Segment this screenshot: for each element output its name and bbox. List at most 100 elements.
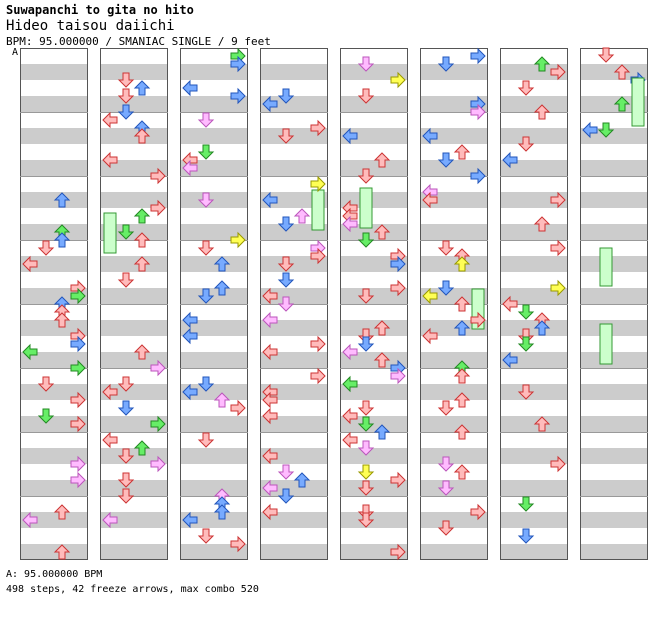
arrow-up-icon — [533, 104, 551, 120]
arrow-down-icon — [197, 376, 215, 392]
song-title: Suwapanchi to gita no hito — [6, 3, 194, 17]
beat-band — [100, 544, 168, 560]
beat-band — [340, 160, 408, 176]
arrow-up-icon — [53, 544, 71, 560]
arrow-right-icon — [310, 247, 326, 265]
beat-band — [20, 544, 88, 560]
freeze-arrow — [631, 77, 645, 127]
arrow-down-icon — [357, 232, 375, 248]
arrow-up-icon — [453, 464, 471, 480]
beat-band — [180, 384, 248, 400]
arrow-right-icon — [390, 367, 406, 385]
chart-panel-6 — [420, 48, 488, 560]
beat-band — [260, 224, 328, 240]
chart-panel-7 — [500, 48, 568, 560]
beat-band — [260, 128, 328, 144]
arrow-left-icon — [102, 431, 118, 449]
arrow-left-icon — [342, 375, 358, 393]
arrow-down-icon — [517, 136, 535, 152]
arrow-up-icon — [213, 256, 231, 272]
beat-band — [500, 256, 568, 272]
arrow-left-icon — [102, 111, 118, 129]
beat-band — [100, 480, 168, 496]
arrow-down-icon — [517, 528, 535, 544]
arrow-down-icon — [517, 80, 535, 96]
arrow-left-icon — [262, 391, 278, 409]
beat-band — [100, 448, 168, 464]
arrow-left-icon — [502, 151, 518, 169]
arrow-up-icon — [373, 224, 391, 240]
arrow-up-icon — [293, 208, 311, 224]
beat-band — [260, 480, 328, 496]
beat-band — [420, 288, 488, 304]
beat-band — [500, 160, 568, 176]
beat-band — [180, 224, 248, 240]
beat-band — [500, 480, 568, 496]
arrow-down-icon — [117, 224, 135, 240]
beat-band — [340, 128, 408, 144]
beat-band — [580, 416, 648, 432]
arrow-left-icon — [502, 351, 518, 369]
arrow-down-icon — [117, 400, 135, 416]
arrow-up-icon — [373, 424, 391, 440]
beat-band — [100, 512, 168, 528]
beat-band — [340, 224, 408, 240]
arrow-right-icon — [70, 415, 86, 433]
arrow-down-icon — [357, 416, 375, 432]
arrow-down-icon — [277, 88, 295, 104]
arrow-down-icon — [357, 168, 375, 184]
beat-band — [340, 448, 408, 464]
beat-band — [420, 480, 488, 496]
arrow-down-icon — [277, 256, 295, 272]
beat-band — [420, 416, 488, 432]
beat-band — [20, 416, 88, 432]
beat-band — [180, 256, 248, 272]
beat-band — [20, 128, 88, 144]
arrow-up-icon — [133, 232, 151, 248]
beat-band — [260, 352, 328, 368]
beat-band — [340, 96, 408, 112]
arrow-up-icon — [53, 232, 71, 248]
beat-band — [500, 128, 568, 144]
arrow-left-icon — [342, 127, 358, 145]
arrow-left-icon — [342, 215, 358, 233]
arrow-left-icon — [182, 79, 198, 97]
beat-band — [580, 256, 648, 272]
beat-band — [20, 64, 88, 80]
arrow-left-icon — [422, 127, 438, 145]
beat-band — [260, 64, 328, 80]
beat-band — [580, 96, 648, 112]
arrow-down-icon — [437, 240, 455, 256]
arrow-right-icon — [70, 455, 86, 473]
arrow-up-icon — [453, 296, 471, 312]
beat-band — [500, 288, 568, 304]
beat-band — [420, 352, 488, 368]
beat-band — [580, 448, 648, 464]
beat-band — [500, 416, 568, 432]
arrow-down-icon — [277, 128, 295, 144]
arrow-left-icon — [422, 327, 438, 345]
beat-band — [20, 160, 88, 176]
arrow-down-icon — [357, 336, 375, 352]
arrow-right-icon — [150, 359, 166, 377]
arrow-down-icon — [357, 288, 375, 304]
arrow-up-icon — [453, 320, 471, 336]
arrow-down-icon — [357, 400, 375, 416]
beat-band — [180, 352, 248, 368]
arrow-right-icon — [390, 543, 406, 561]
arrow-down-icon — [437, 280, 455, 296]
beat-band — [420, 544, 488, 560]
arrow-down-icon — [197, 192, 215, 208]
arrow-up-icon — [133, 208, 151, 224]
beat-band — [500, 512, 568, 528]
arrow-up-icon — [53, 504, 71, 520]
arrow-right-icon — [550, 455, 566, 473]
beat-band — [340, 480, 408, 496]
chart-panel-1 — [20, 48, 88, 560]
arrow-left-icon — [102, 151, 118, 169]
arrow-right-icon — [150, 415, 166, 433]
arrow-down-icon — [37, 376, 55, 392]
beat-band — [100, 256, 168, 272]
arrow-left-icon — [182, 383, 198, 401]
